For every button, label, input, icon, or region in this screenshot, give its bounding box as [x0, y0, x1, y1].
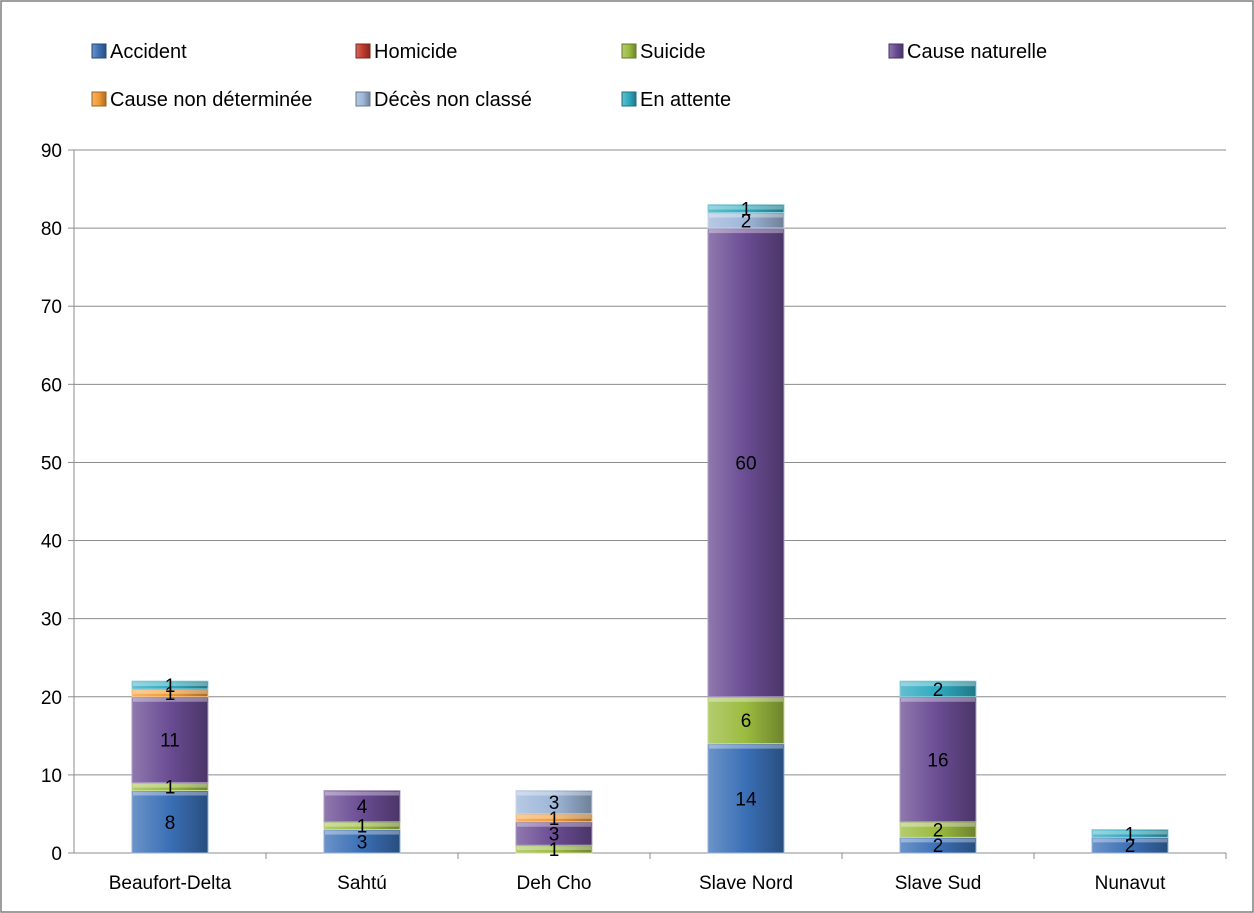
- data-label-beaufort-delta-suicide: 1: [165, 778, 176, 799]
- legend-swatch-homicide: [355, 43, 371, 59]
- legend-swatch-deces-non-classe: [355, 91, 371, 107]
- data-label-sahtu-suicide: 1: [357, 817, 368, 838]
- x-tick-label-slave-nord: Slave Nord: [699, 873, 793, 894]
- legend-label-cause-non-determinee: Cause non déterminée: [110, 89, 312, 111]
- y-tick-label-30: 30: [41, 610, 62, 631]
- data-label-slave-sud-accident: 2: [933, 836, 944, 857]
- data-label-slave-nord-deces-non-classe: 2: [741, 211, 752, 232]
- x-tick-label-beaufort-delta: Beaufort-Delta: [109, 873, 232, 894]
- data-label-nunavut-en-attente: 1: [1125, 824, 1136, 845]
- bar-highlight-deh-cho-cause-naturelle: [517, 822, 591, 827]
- bar-highlight-sahtu-accident: [325, 830, 399, 835]
- bar-slave-nord-accident: [707, 743, 785, 854]
- data-label-beaufort-delta-cause-non-determinee: 1: [165, 684, 176, 705]
- data-label-beaufort-delta-cause-naturelle: 11: [160, 731, 180, 752]
- legend-swatch-accident: [91, 43, 107, 59]
- data-label-nunavut-accident: 2: [1125, 836, 1136, 857]
- y-axis: 0 10 20 30 40 50 60 70 80 90: [41, 141, 75, 865]
- bar-highlight-deh-cho-suicide: [517, 846, 591, 851]
- data-label-beaufort-delta-en-attente: 1: [165, 676, 176, 697]
- bar-highlight-slave-nord-deces-non-classe: [709, 213, 783, 218]
- legend: Accident Homicide Suicide Cause naturelle Ca…: [91, 41, 1047, 111]
- y-tick-label-80: 80: [41, 219, 62, 240]
- bar-highlight-slave-sud-suicide: [901, 822, 975, 827]
- data-label-slave-nord-accident: 14: [735, 789, 757, 810]
- bar-highlight-sahtu-suicide: [325, 822, 399, 827]
- data-label-deh-cho-deces-non-classe: 3: [549, 793, 560, 814]
- y-tick-label-20: 20: [41, 688, 62, 709]
- bar-slave-sud-en-attente: [899, 680, 977, 698]
- bar-highlight-nunavut-accident: [1093, 838, 1167, 843]
- bar-highlight-slave-sud-cause-naturelle: [901, 697, 975, 702]
- bar-highlight-deh-cho-deces-non-classe: [517, 791, 591, 796]
- y-tick-label-40: 40: [41, 532, 62, 553]
- y-tick-label-70: 70: [41, 297, 62, 318]
- data-label-beaufort-delta-accident: 8: [165, 813, 176, 834]
- x-axis: Beaufort-Delta Sahtú Deh Cho Slave Nord Slav…: [109, 853, 1227, 894]
- bar-deh-cho-deces-non-classe: [515, 790, 593, 815]
- data-label-sahtu-accident: 3: [357, 832, 368, 853]
- data-label-slave-nord-en-attente: 1: [741, 200, 752, 221]
- legend-swatch-suicide: [621, 43, 637, 59]
- bar-slave-nord-suicide: [707, 696, 785, 745]
- data-label-deh-cho-suicide: 1: [549, 840, 560, 861]
- x-tick-label-sahtu: Sahtú: [337, 873, 387, 894]
- legend-label-deces-non-classe: Décès non classé: [374, 89, 532, 111]
- bar-highlight-deh-cho-cause-non-determinee: [517, 814, 591, 819]
- x-tick-label-slave-sud: Slave Sud: [895, 873, 982, 894]
- bar-sahtu-cause-naturelle: [323, 790, 401, 823]
- bar-highlight-slave-nord-suicide: [709, 697, 783, 702]
- legend-swatch-cause-naturelle: [888, 43, 904, 59]
- data-label-deh-cho-cause-non-determinee: 1: [549, 809, 560, 830]
- bar-highlight-slave-sud-accident: [901, 838, 975, 843]
- bars: [131, 204, 1169, 854]
- y-tick-label-60: 60: [41, 375, 62, 396]
- data-label-slave-nord-suicide: 6: [741, 711, 752, 732]
- x-tick-label-nunavut: Nunavut: [1095, 873, 1166, 894]
- legend-label-en-attente: En attente: [640, 89, 731, 111]
- bar-highlight-beaufort-delta-suicide: [133, 783, 207, 788]
- y-tick-label-10: 10: [41, 766, 62, 787]
- legend-label-homicide: Homicide: [374, 41, 457, 63]
- data-label-slave-sud-cause-naturelle: 16: [927, 750, 948, 771]
- bar-nunavut-en-attente: [1091, 829, 1169, 838]
- x-tick-label-deh-cho: Deh Cho: [517, 873, 592, 894]
- bar-beaufort-delta-en-attente: [131, 680, 209, 690]
- bar-slave-nord-cause-naturelle: [707, 227, 785, 698]
- data-label-deh-cho-cause-naturelle: 3: [549, 824, 560, 845]
- bar-highlight-beaufort-delta-en-attente: [133, 682, 207, 687]
- bar-highlight-slave-nord-accident: [709, 744, 783, 749]
- bar-highlight-beaufort-delta-cause-naturelle: [133, 697, 207, 702]
- data-label-sahtu-cause-naturelle: 4: [357, 797, 368, 818]
- legend-label-accident: Accident: [110, 41, 187, 63]
- legend-label-cause-naturelle: Cause naturelle: [907, 41, 1047, 63]
- bar-highlight-slave-nord-en-attente: [709, 205, 783, 210]
- y-tick-label-90: 90: [41, 141, 62, 162]
- bar-slave-sud-cause-naturelle: [899, 696, 977, 823]
- data-label-slave-nord-cause-naturelle: 60: [735, 453, 756, 474]
- bar-highlight-sahtu-cause-naturelle: [325, 791, 399, 796]
- y-tick-label-0: 0: [51, 844, 62, 865]
- bar-highlight-slave-nord-cause-naturelle: [709, 229, 783, 234]
- bar-slave-nord-en-attente: [707, 204, 785, 213]
- bar-highlight-slave-sud-en-attente: [901, 682, 975, 687]
- y-tick-label-50: 50: [41, 453, 62, 474]
- data-label-slave-sud-suicide: 2: [933, 821, 944, 842]
- bar-highlight-beaufort-delta-cause-non-determinee: [133, 689, 207, 694]
- legend-label-suicide: Suicide: [640, 41, 706, 63]
- data-label-slave-sud-en-attente: 2: [933, 680, 944, 701]
- legend-swatch-cause-non-determinee: [91, 91, 107, 107]
- bar-beaufort-delta-cause-naturelle: [131, 696, 209, 784]
- legend-swatch-en-attente: [621, 91, 637, 107]
- bar-beaufort-delta-accident: [131, 790, 209, 854]
- bar-highlight-beaufort-delta-accident: [133, 791, 207, 796]
- bar-highlight-nunavut-en-attente: [1093, 830, 1167, 835]
